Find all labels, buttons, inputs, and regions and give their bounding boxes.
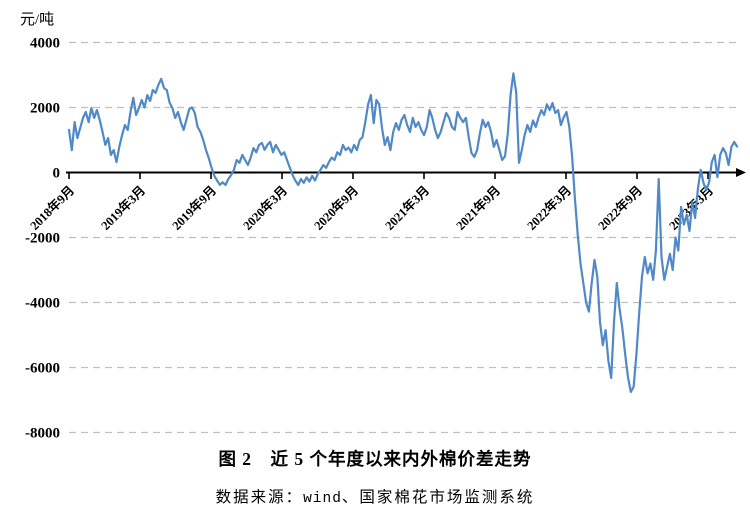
y-axis-tick-label: -2000 bbox=[25, 231, 60, 247]
data-source-suffix: 、国家棉花市场监测系统 bbox=[341, 489, 535, 506]
x-axis-tick-label: 2018年9月 bbox=[27, 183, 77, 233]
y-axis-tick-label: 2000 bbox=[30, 101, 60, 117]
x-axis-tick-label: 2020年9月 bbox=[311, 183, 361, 233]
y-axis-tick-labels: 4000 2000 0 -2000 -4000 -6000 -8000 bbox=[25, 36, 60, 441]
y-axis-tick-label: -6000 bbox=[25, 361, 60, 377]
x-axis-tick-labels: 2018年9月 2019年3月 2019年9月 2020年3月 2020年9月 2021年… bbox=[27, 183, 716, 233]
data-source-wind: wind bbox=[303, 491, 342, 507]
x-axis-tick-label: 2022年3月 bbox=[524, 183, 574, 233]
y-axis-tick-label: -4000 bbox=[25, 296, 60, 312]
x-axis-tick-label: 2019年3月 bbox=[98, 183, 148, 233]
x-axis-tick-label: 2019年9月 bbox=[169, 183, 219, 233]
y-axis-unit-label: 元/吨 bbox=[20, 11, 54, 28]
x-axis-tick-label: 2021年3月 bbox=[382, 183, 432, 233]
y-axis-tick-label: 0 bbox=[53, 166, 61, 182]
x-axis-tick-label: 2022年9月 bbox=[595, 183, 645, 233]
price-spread-series-line bbox=[67, 72, 739, 393]
x-axis-tick-label: 2020年3月 bbox=[240, 183, 290, 233]
y-axis-tick-label: -8000 bbox=[25, 426, 60, 441]
figure-title: 图 2 近 5 个年度以来内外棉价差走势 bbox=[218, 449, 532, 469]
data-source-line: 数据来源：wind、国家棉花市场监测系统 bbox=[0, 485, 750, 507]
price-spread-line-chart: 元/吨 4000 2000 0 -2000 -4000 -6000 -8000 2018年9… bbox=[20, 11, 746, 441]
x-axis-arrow-icon bbox=[736, 168, 746, 177]
y-axis-tick-label: 4000 bbox=[30, 36, 60, 52]
x-axis bbox=[66, 168, 746, 179]
data-source-prefix: 数据来源： bbox=[215, 489, 304, 506]
x-axis-tick-label: 2021年9月 bbox=[453, 183, 503, 233]
